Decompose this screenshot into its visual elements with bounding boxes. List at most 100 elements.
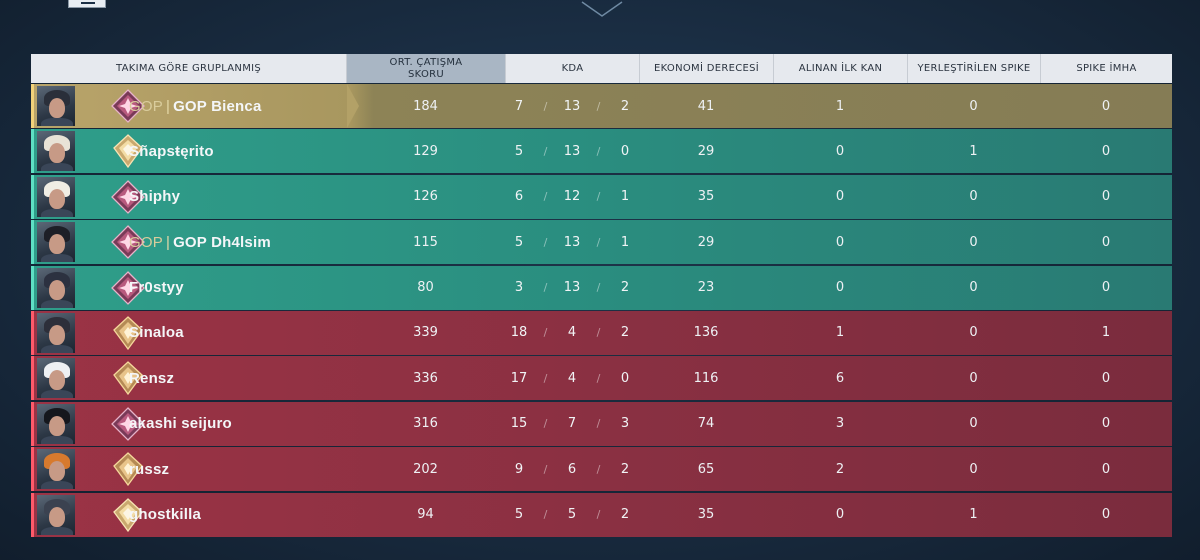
- econ-header[interactable]: EKONOMİ DERECESİ: [639, 54, 773, 83]
- player-row[interactable]: akashi seijuro 316 15 / 7 / 3 74 3 0 0: [31, 401, 1172, 446]
- assists-value: 1: [620, 189, 630, 205]
- plants-value: 0: [969, 461, 978, 477]
- kda-divider: /: [543, 326, 548, 340]
- first-blood-value: 0: [835, 507, 845, 523]
- kda-value: 9 / 6 / 2: [506, 447, 638, 491]
- assists-value: 2: [620, 507, 630, 523]
- player-row[interactable]: Fr0styy 80 3 / 13 / 2 23 0 0 0: [31, 265, 1172, 310]
- kda-divider: /: [596, 281, 601, 295]
- player-name-text: Rensz: [129, 369, 175, 387]
- player-name[interactable]: Sinaloa: [129, 311, 184, 355]
- kda-divider: /: [543, 144, 548, 158]
- defuses-value: 0: [1101, 280, 1111, 296]
- econ-value: 74: [697, 416, 715, 432]
- player-name[interactable]: akashi seijuro: [129, 402, 232, 446]
- first-blood-header[interactable]: ALINAN İLK KAN: [773, 54, 907, 83]
- assists-value: 0: [620, 143, 630, 159]
- defuses-value: 0: [1101, 461, 1111, 477]
- kda-value: 5 / 13 / 1: [506, 220, 638, 264]
- kda-divider: /: [543, 417, 548, 431]
- agent-portrait-icon[interactable]: [37, 222, 75, 263]
- kda-divider: /: [596, 371, 601, 385]
- player-name-text: GOP Bienca: [173, 97, 262, 115]
- kda-header[interactable]: KDA: [505, 54, 639, 83]
- agent-portrait-icon[interactable]: [37, 494, 75, 535]
- kda-value: 5 / 13 / 0: [506, 129, 638, 173]
- deaths-value: 12: [563, 189, 581, 205]
- player-rows: GOP | GOP Bienca 184 7 / 13 / 2 41 1 0 0 S…: [31, 84, 1172, 538]
- assists-value: 2: [620, 98, 630, 114]
- player-name-text: akashi seijuro: [129, 415, 232, 433]
- player-row[interactable]: Shiphy 126 6 / 12 / 1 35 0 0 0: [31, 174, 1172, 219]
- econ-value: 23: [697, 280, 715, 296]
- kda-divider: /: [543, 190, 548, 204]
- agent-portrait-icon[interactable]: [37, 312, 75, 353]
- player-name-text: GOP Dh4lsim: [173, 233, 271, 251]
- kda-divider: /: [596, 190, 601, 204]
- acs-header[interactable]: ORT. ÇATIŞMA SKORU: [346, 54, 505, 83]
- acs-value: 115: [413, 234, 438, 250]
- deaths-value: 4: [567, 325, 577, 341]
- kills-value: 15: [510, 416, 528, 432]
- kda-value: 18 / 4 / 2: [506, 311, 638, 355]
- team-color-edge: [31, 129, 34, 174]
- econ-value: 29: [697, 234, 715, 250]
- agent-portrait-icon[interactable]: [37, 449, 75, 490]
- plants-value: 0: [969, 280, 978, 296]
- assists-value: 1: [620, 234, 630, 250]
- acs-value: 339: [413, 325, 438, 341]
- player-row[interactable]: Sinaloa 339 18 / 4 / 2 136 1 0 1: [31, 310, 1172, 355]
- player-name[interactable]: GOP | GOP Dh4lsim: [129, 220, 271, 264]
- highlight-arrow: [347, 84, 359, 128]
- agent-portrait-icon[interactable]: [37, 86, 75, 126]
- defuses-value: 0: [1101, 507, 1111, 523]
- player-name[interactable]: Rensz: [129, 356, 174, 400]
- agent-portrait-icon[interactable]: [37, 358, 75, 399]
- player-row[interactable]: GOP | GOP Bienca 184 7 / 13 / 2 41 1 0 0: [31, 84, 1172, 128]
- agent-portrait-icon[interactable]: [37, 176, 75, 217]
- scoreboard: TAKIMA GÖRE GRUPLANMIŞ ORT. ÇATIŞMA SKOR…: [31, 54, 1172, 538]
- defuses-header[interactable]: SPIKE İMHA: [1040, 54, 1172, 83]
- kills-value: 5: [514, 234, 524, 250]
- plants-value: 0: [969, 325, 978, 341]
- player-row[interactable]: ghostkilla 94 5 / 5 / 2 35 0 1 0: [31, 492, 1172, 537]
- deaths-value: 13: [563, 98, 581, 114]
- team-color-edge: [31, 492, 34, 537]
- kills-value: 17: [510, 370, 528, 386]
- first-blood-value: 0: [835, 280, 845, 296]
- group-header[interactable]: TAKIMA GÖRE GRUPLANMIŞ: [115, 62, 262, 74]
- player-name-text: ghostkilla: [129, 506, 202, 524]
- plants-value: 0: [969, 189, 978, 205]
- player-name[interactable]: GOP | GOP Bienca: [129, 84, 262, 128]
- player-name[interactable]: ghostkilla: [129, 493, 201, 537]
- agent-portrait-icon[interactable]: [37, 131, 75, 172]
- agent-portrait-icon[interactable]: [37, 267, 75, 308]
- player-name-text: Shiphy: [129, 188, 181, 206]
- player-row[interactable]: russz 202 9 / 6 / 2 65 2 0 0: [31, 447, 1172, 492]
- player-name[interactable]: Shiphy: [129, 175, 180, 219]
- defuses-value: 0: [1101, 98, 1111, 114]
- acs-value: 126: [413, 189, 438, 205]
- player-name[interactable]: Fr0styy: [129, 266, 184, 310]
- player-name-text: Sñapsŧęrito: [129, 142, 214, 160]
- first-blood-value: 0: [835, 189, 845, 205]
- menu-button[interactable]: [68, 0, 106, 8]
- kda-divider: /: [543, 281, 548, 295]
- team-color-edge: [31, 174, 34, 219]
- player-name[interactable]: Sñapsŧęrito: [129, 129, 214, 173]
- kda-value: 17 / 4 / 0: [506, 356, 638, 400]
- player-name[interactable]: russz: [129, 447, 169, 491]
- assists-value: 2: [620, 280, 630, 296]
- team-color-edge: [31, 265, 34, 310]
- first-blood-value: 1: [835, 325, 845, 341]
- plants-header[interactable]: YERLEŞTİRİLEN SPIKE: [907, 54, 1040, 83]
- ascendant-rank-icon: [111, 89, 145, 123]
- player-row[interactable]: Sñapsŧęrito 129 5 / 13 / 0 29 0 1 0: [31, 129, 1172, 174]
- plants-value: 0: [969, 98, 978, 114]
- player-row[interactable]: Rensz 336 17 / 4 / 0 116 6 0 0: [31, 356, 1172, 401]
- kills-value: 9: [514, 461, 524, 477]
- kda-divider: /: [596, 508, 601, 522]
- agent-portrait-icon[interactable]: [37, 403, 75, 444]
- player-row[interactable]: GOP | GOP Dh4lsim 115 5 / 13 / 1 29 0 0 0: [31, 220, 1172, 265]
- player-name-text: Fr0styy: [129, 279, 184, 297]
